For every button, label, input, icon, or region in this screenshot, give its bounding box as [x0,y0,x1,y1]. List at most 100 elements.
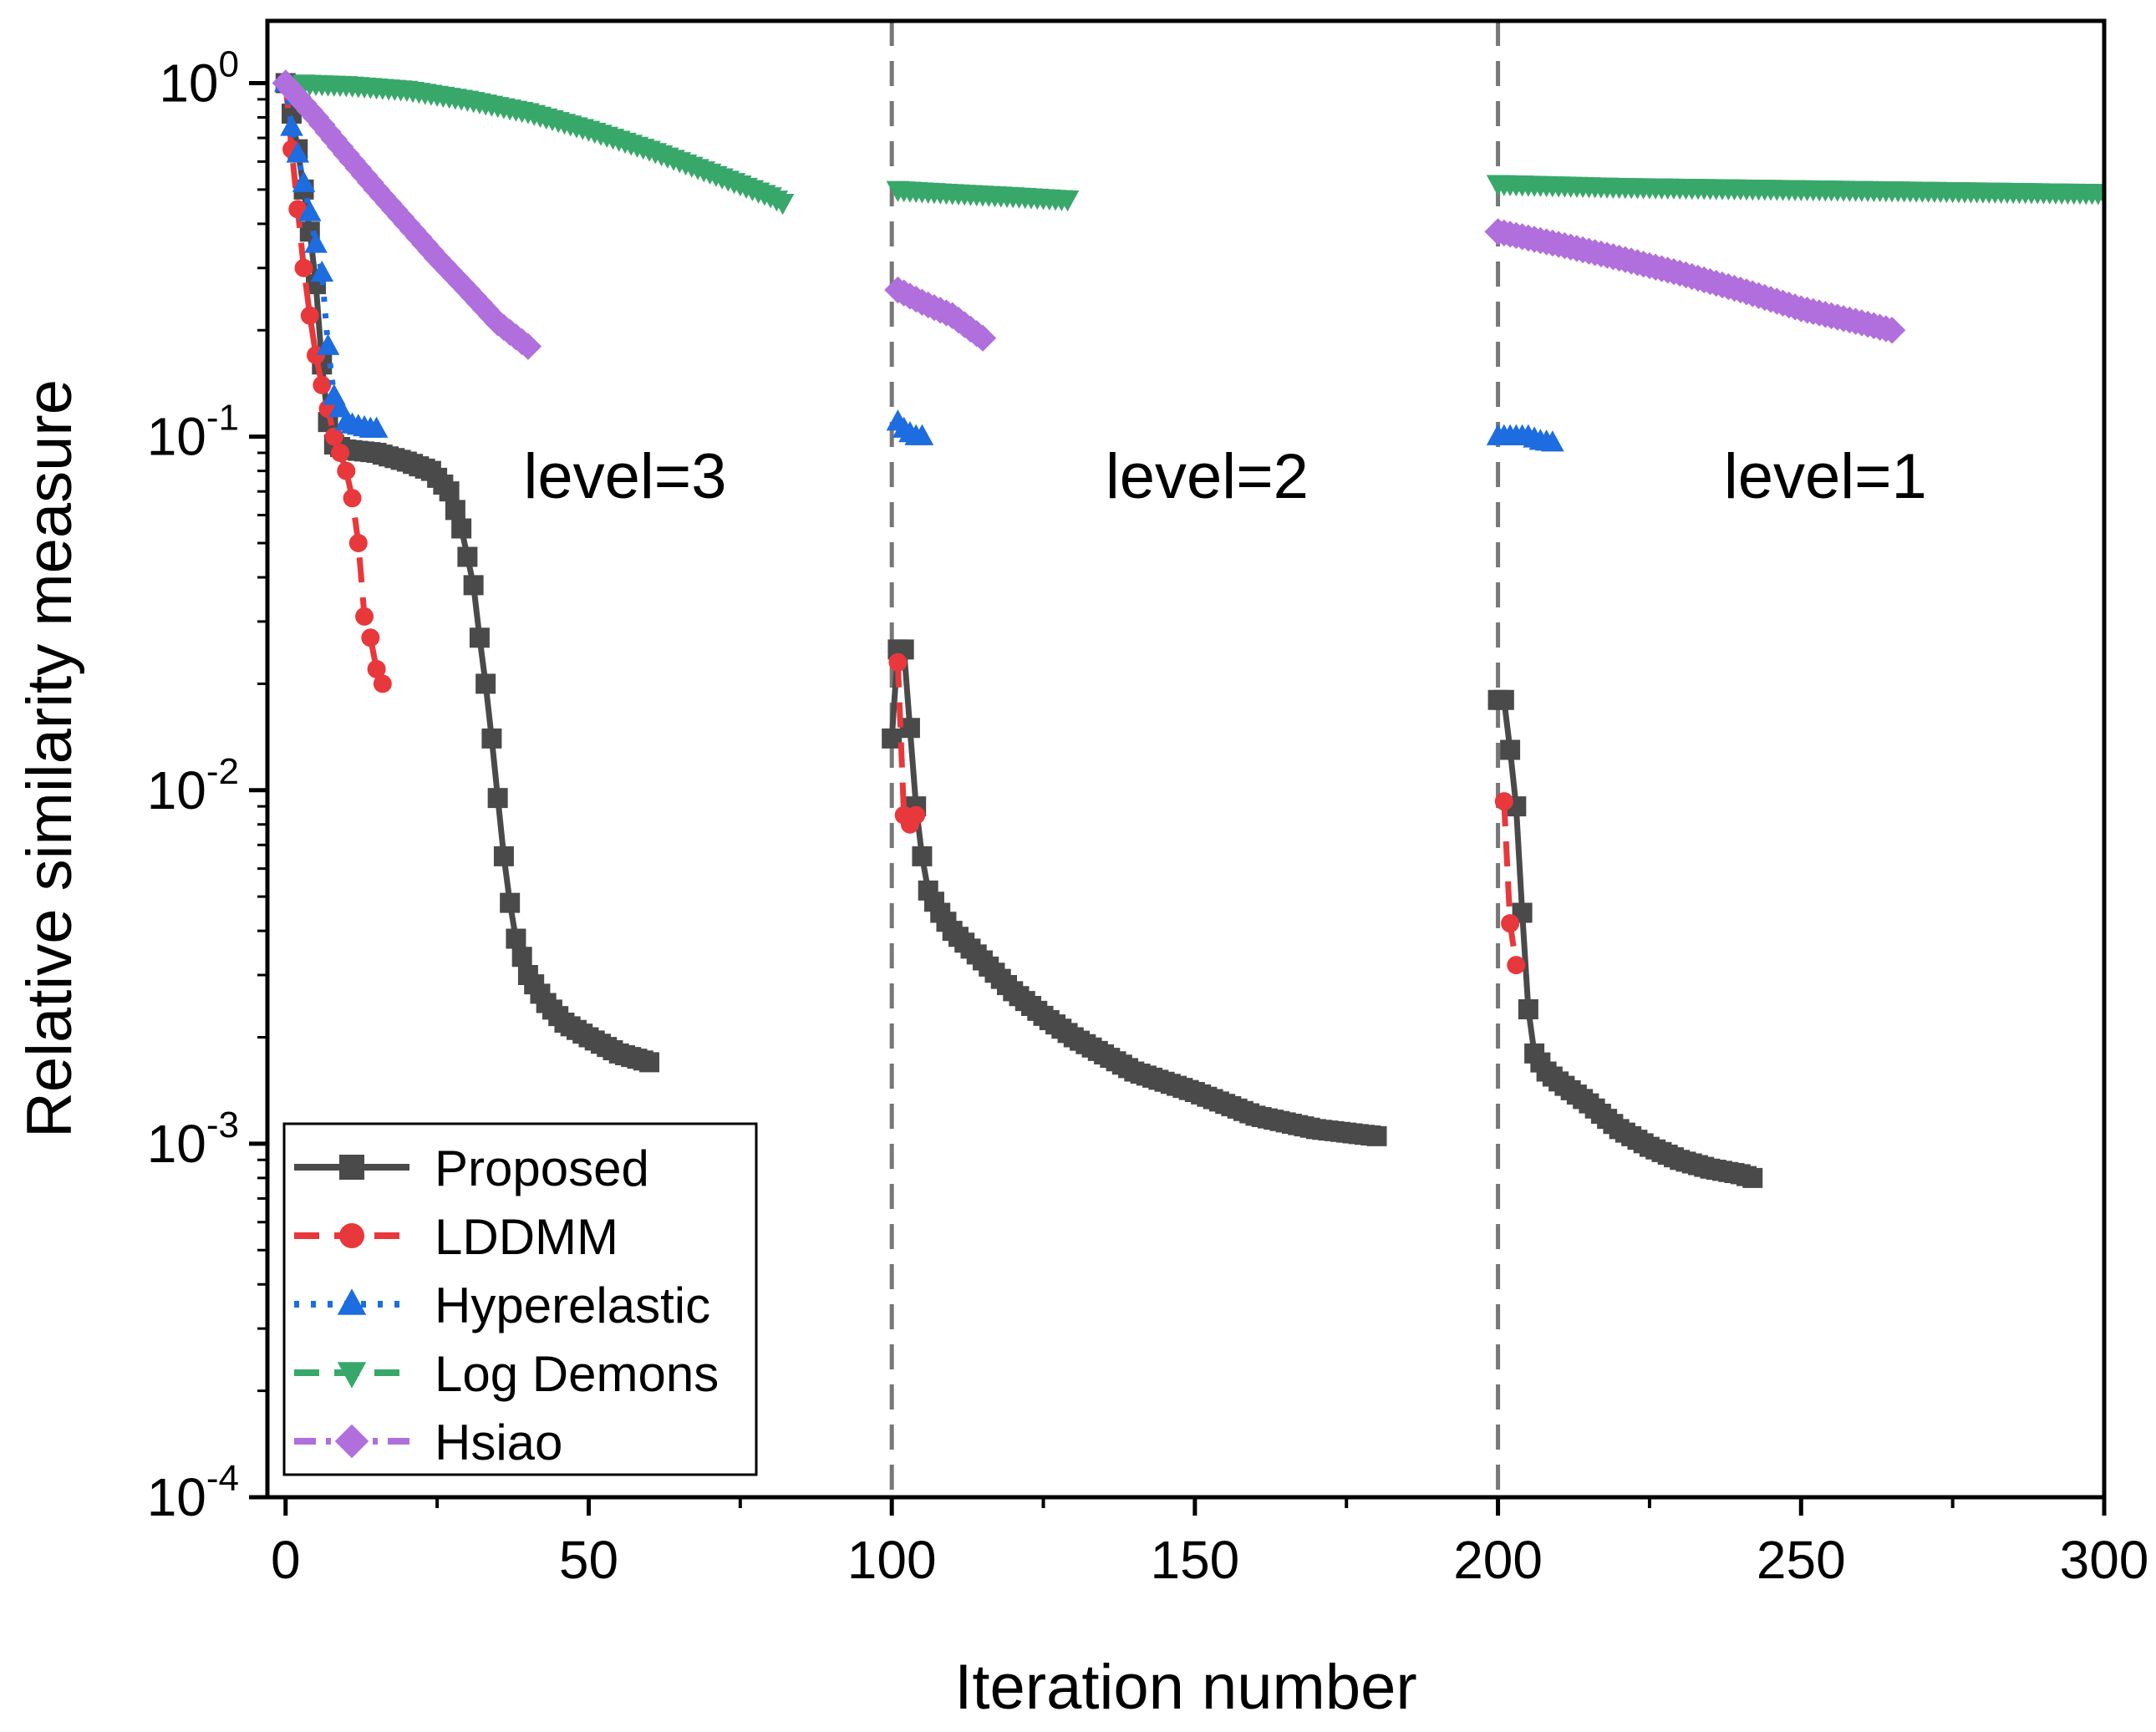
data-point-marker [469,627,490,648]
data-point-marker [300,306,319,325]
data-point-marker [1507,956,1526,975]
legend-item-lddmm: LDDMM [294,1209,618,1265]
data-point-marker [316,333,340,355]
legend-marker-swatch [339,1155,364,1180]
level-boundaries [889,21,1501,1497]
data-point-marker [1494,792,1513,811]
data-point-marker [304,231,328,253]
data-point-marker [514,333,542,360]
series-lddmm [276,74,1526,975]
legend-label: Hyperelastic [435,1277,710,1333]
legend-label: LDDMM [435,1209,618,1265]
legend-marker-swatch [337,1288,367,1315]
data-point-marker [457,546,478,567]
plot-frame [265,18,2107,1500]
data-point-marker [1055,190,1080,212]
y-tick-label: 10-4 [147,1458,239,1527]
data-point-marker [475,673,496,694]
data-point-marker [280,114,303,136]
y-tick-label: 10-2 [147,751,239,820]
x-tick-label: 200 [1453,1530,1543,1590]
data-point-marker [1878,317,1906,344]
legend-box [282,1122,758,1476]
data-point-marker [969,324,997,352]
x-tick-label: 300 [2060,1530,2149,1590]
data-point-marker [451,518,472,539]
x-axis-title: Iteration number [954,1652,1416,1723]
data-point-marker [337,461,356,480]
level-label-1: level=2 [1106,441,1309,512]
legend-item-hyperelastic: Hyperelastic [294,1277,710,1333]
data-point-marker [899,718,920,739]
data-point-marker [770,194,795,216]
data-point-marker [343,489,362,508]
legend-label: Hsiao [435,1415,562,1470]
data-point-marker [297,200,322,221]
y-tick-label: 10-3 [147,1105,239,1174]
x-tick-label: 50 [559,1530,618,1590]
data-point-marker [324,427,343,446]
data-point-marker [310,260,334,282]
data-point-marker [1518,999,1538,1020]
data-point-marker [2092,184,2104,206]
data-point-marker [361,628,380,648]
legend-marker-swatch [334,1424,369,1459]
y-axis-title: Relative similarity measure [14,379,85,1138]
y-tick-label: 100 [159,44,239,114]
data-point-marker [907,805,926,825]
data-point-marker [481,728,502,749]
data-point-marker [511,947,532,968]
data-point-marker [367,659,386,678]
series-layer [272,69,2104,1188]
data-point-marker [288,200,308,219]
data-point-marker [639,1052,660,1073]
data-point-marker [294,258,313,277]
legend-label: Proposed [435,1140,649,1196]
data-point-marker [1501,914,1520,933]
legend-item-hsiao: Hsiao [294,1415,562,1470]
series-line-segment [282,83,386,685]
data-point-marker [487,788,508,809]
data-point-marker [286,141,310,163]
data-point-marker [463,575,484,596]
series-line-segment [282,83,377,433]
legend: Proposed LDDMM Hyperelastic Log Demons Hsiao [282,1122,758,1476]
x-tick-label: 0 [271,1530,301,1590]
x-tick-label: 250 [1757,1530,1846,1590]
y-tick-label: 10-1 [147,398,239,467]
legend-marker-swatch [337,1362,367,1389]
data-point-marker [493,846,514,866]
data-point-marker [506,928,526,949]
data-point-marker [1541,430,1564,452]
series-hsiao [272,69,1906,360]
data-point-marker [910,424,934,445]
level-annotations: level=3 level=2 level=1 [524,441,1927,512]
legend-label: Log Demons [435,1346,719,1402]
data-point-marker [1742,1167,1763,1188]
data-point-marker [445,500,465,521]
legend-item-log-demons: Log Demons [294,1346,719,1402]
axes: 0 50 100 150 200 250 300 100 10-1 10-2 10-3 10-4 [147,44,2149,1590]
series-hyperelastic [273,70,1564,452]
data-point-marker [292,170,316,192]
data-point-marker [1500,739,1521,760]
series-proposed [275,73,1763,1188]
data-point-marker [355,607,374,626]
legend-marker-swatch [339,1223,364,1248]
data-point-marker [348,534,368,553]
level-label-0: level=3 [524,441,727,512]
legend-item-proposed: Proposed [294,1140,649,1196]
x-tick-label: 100 [847,1530,937,1590]
data-point-marker [1366,1125,1387,1146]
data-point-marker [500,892,521,913]
data-point-marker [313,375,332,394]
data-point-marker [373,674,392,693]
data-point-marker [882,728,903,749]
x-tick-label: 150 [1150,1530,1239,1590]
data-point-marker [331,443,350,462]
level-label-2: level=1 [1724,441,1927,512]
data-point-marker [439,481,460,502]
data-point-marker [364,416,389,438]
series-log-demons [292,74,2104,216]
